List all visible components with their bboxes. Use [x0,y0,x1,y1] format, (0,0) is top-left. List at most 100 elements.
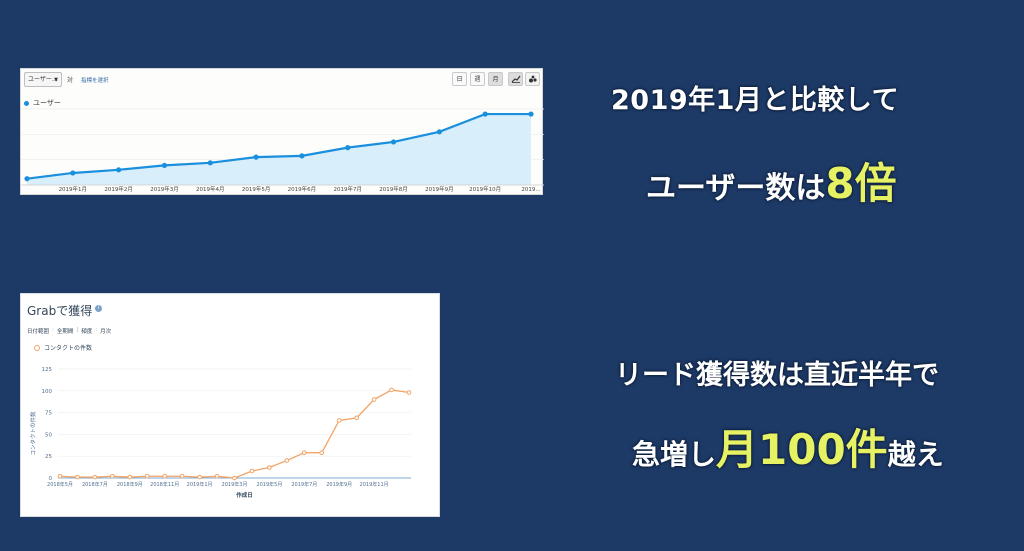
data-point [249,468,255,474]
y-tick-label: 75 [45,411,52,417]
data-point [371,397,377,402]
data-point [267,465,272,470]
data-point [232,475,237,481]
x-tick-label: 2019... [521,187,540,193]
x-tick-label: 2019年9月 [326,481,352,488]
data-point [214,473,220,479]
x-tick-label: 2019年5月 [242,185,271,193]
headline-leads-highlight: 月100件 [716,425,888,474]
x-tick-label: 2019年3月 [150,185,179,193]
data-point [197,474,202,480]
y-axis-title: コンタクトの件数 [29,411,37,456]
period-day-button[interactable]: 日 [452,72,467,86]
x-tick-label: 2019年9月 [425,185,454,193]
x-tick-label: 2019年1月 [187,481,213,488]
filter-frequency-label: 頻度 [81,329,93,335]
period-week-button[interactable]: 週 [470,72,485,86]
data-point [127,474,133,480]
headline-leads-count: 急増し月100件越え [632,416,944,477]
data-point [336,418,342,423]
x-tick-label: 2019年7月 [333,185,362,193]
x-tick-label: 2019年6月 [288,185,317,193]
y-tick-label: 0 [49,476,53,482]
data-point [92,474,98,480]
metric-select-value: ユーザー [28,76,52,83]
data-point [354,415,359,421]
contacts-legend: コンタクトの件数 [34,343,92,352]
x-tick-label: 2019年3月 [222,481,248,488]
y-tick-label: 100 [42,389,53,395]
data-point [161,162,168,168]
data-point [436,129,442,135]
users-line-chart: 2019年1月 2019年2月 2019年3月 2019年4月 2019年5月 2019年… [21,108,544,193]
x-tick-label: 2018年11月 [150,481,179,488]
chart-type-toggle [508,72,542,86]
x-tick-label: 2019年11月 [360,481,389,488]
chevron-down-icon: ▼ [54,77,58,83]
panel-title: Grabで獲得 [27,304,93,318]
headline-users: ユーザー数は8倍 [646,150,897,211]
legend-label: コンタクトの件数 [44,345,93,352]
x-tick-label: 2019年10月 [469,185,501,193]
series-line [59,389,410,479]
data-point [299,153,305,159]
y-tick-label: 125 [42,367,53,373]
data-point [57,473,63,479]
line-chart-button[interactable] [508,72,523,86]
data-point [406,390,412,395]
filter-date-range-label: 日付範囲 [27,329,50,335]
data-point [319,450,325,456]
headline-leads: リード獲得数は直近半年で [615,360,939,391]
data-point [253,154,259,160]
vs-label: 対 [67,77,74,84]
select-metric-link[interactable]: 指標を選択 [81,78,109,84]
y-tick-label: 25 [45,454,52,460]
x-tick-label: 2018年7月 [82,481,108,488]
period-toggle: 日 週 月 [452,72,506,86]
legend-label: ユーザー [33,99,61,107]
filter-row: 日付範囲 : 全期間 | 頻度 : 月次 [27,327,112,335]
x-tick-label: 2019年4月 [196,185,225,193]
line-chart-icon [511,75,520,83]
x-tick-label: 2019年1月 [59,185,88,193]
x-tick-label: 2019年7月 [291,481,317,488]
info-icon[interactable]: i [95,305,102,312]
motion-chart-button[interactable] [525,72,540,86]
headline-users-text: ユーザー数は [646,171,826,206]
x-tick-label: 2019年5月 [256,481,282,488]
users-chart-panel: ユーザー… ▼ 対 指標を選択 日 週 月 ユーザー 2019年1月 2019年2… [20,68,544,195]
headline-users-highlight: 8倍 [825,159,897,208]
data-point [24,176,30,182]
series-line [26,112,531,180]
users-legend: ユーザー [24,98,61,108]
x-tick-label: 2019年2月 [104,185,132,193]
x-axis-title: 作成日 [236,491,253,499]
data-point [207,160,213,166]
contacts-line-chart: 0 25 50 75 100 125 2018年5月 2018年7月 2018年9月 2018年1… [29,367,412,499]
bubble-chart-icon [528,75,537,83]
series-marker [34,344,40,351]
headline-compare: 2019年1月と比較して [611,85,900,116]
data-point [390,139,397,145]
data-point [284,458,290,463]
x-tick-label: 2018年5月 [47,481,73,488]
data-point [162,473,167,479]
data-point [179,473,185,479]
data-point [75,474,80,480]
x-tick-label: 2018年9月 [117,481,143,488]
data-point [70,170,76,176]
data-point [302,450,307,456]
data-point [110,473,115,479]
headline-leads-pre: 急増し [632,438,717,471]
data-point [528,111,534,117]
metric-select[interactable]: ユーザー… ▼ [24,72,62,87]
data-point [389,387,394,393]
x-tick-label: 2019年8月 [379,185,408,193]
period-month-button[interactable]: 月 [488,72,503,86]
filter-date-range-value[interactable]: 全期間 [56,329,74,335]
data-point [144,473,150,479]
filter-frequency-value[interactable]: 月次 [100,329,112,335]
series-dot [24,100,29,106]
data-point [482,111,488,117]
contacts-chart-panel: Grabで獲得 i 日付範囲 : 全期間 | 頻度 : 月次 コンタクトの件数 … [20,293,440,517]
